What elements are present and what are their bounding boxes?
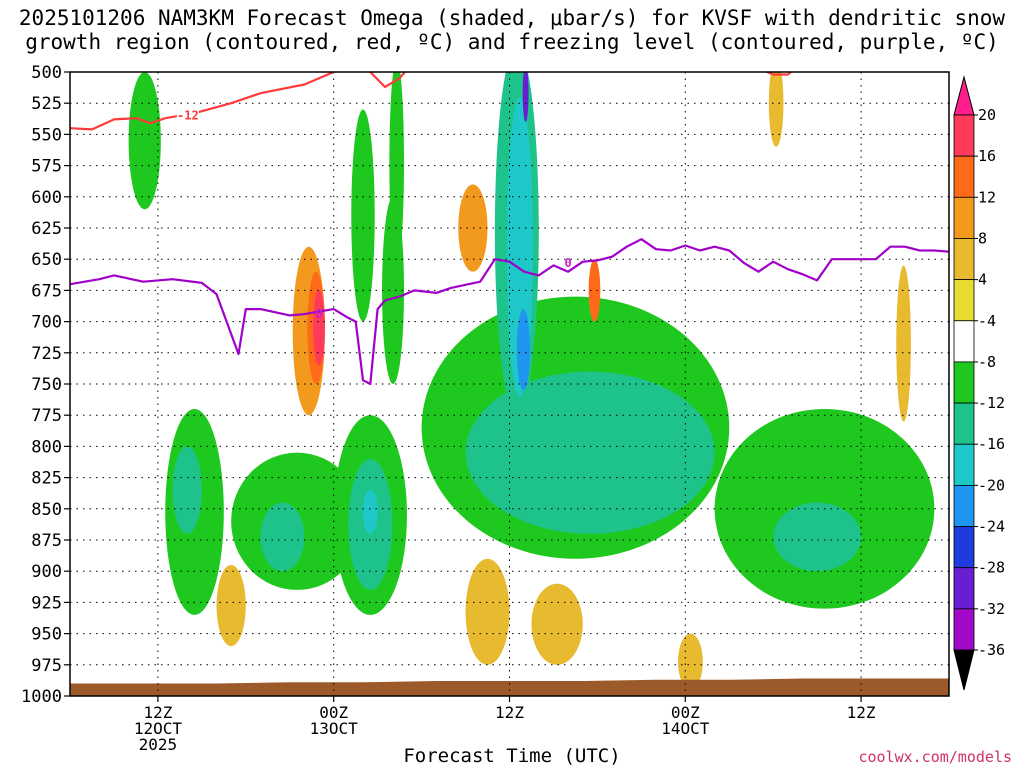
x-tick-label: 14OCT [661,719,710,738]
colorbar-label: -16 [978,435,1005,453]
colorbar-label: -12 [978,394,1005,412]
y-tick-label: 975 [31,656,62,676]
gridlines [70,72,949,696]
omega-region [363,490,378,534]
x-axis-label: Forecast Time (UTC) [403,745,621,767]
colorbar-label: 4 [978,271,987,289]
omega-region [260,502,305,572]
colorbar-label: -32 [978,600,1005,618]
omega-region [531,583,583,665]
colorbar-label: 20 [978,106,996,124]
y-tick-label: 950 [31,625,62,645]
x-tick-label: 12Z [143,703,172,722]
y-tick-label: 650 [31,250,62,270]
y-tick-label: 850 [31,500,62,520]
colorbar-swatch [953,567,975,610]
y-tick-label: 875 [31,531,62,551]
x-tick-label: 00Z [671,703,700,722]
colorbar-swatch [953,443,975,486]
dgz-contour-label: -12 [177,109,199,123]
colorbar-swatch [953,238,975,281]
omega-region [351,109,375,322]
freezing-level-label: 0 [564,256,571,270]
omega-region [588,259,601,322]
colorbar-top-arrow [953,75,975,116]
title-line-1: 2025101206 NAM3KM Forecast Omega (shaded… [18,6,1006,30]
title-line-2: growth region (contoured, red, ºC) and f… [25,30,999,54]
y-tick-label: 750 [31,375,62,395]
omega-region [768,72,784,147]
x-tick-label: 2025 [139,735,178,754]
colorbar-label: -36 [978,641,1005,659]
colorbar-swatch [953,320,975,363]
y-tick-label: 900 [31,562,62,582]
y-tick-label: 575 [31,157,62,177]
x-tick-label: 00Z [319,703,348,722]
dgz-contour-line [70,72,407,131]
chart-title: 2025101206 NAM3KM Forecast Omega (shaded… [0,6,1024,54]
y-tick-label: 675 [31,281,62,301]
colorbar-swatch [953,484,975,527]
omega-region [522,72,529,122]
y-tick-label: 800 [31,437,62,457]
y-tick-label: 725 [31,344,62,364]
y-tick-label: 625 [31,219,62,239]
x-tick-label: 12Z [847,703,876,722]
y-tick-label: 550 [31,125,62,145]
colorbar-bottom-arrow [953,649,975,691]
colorbar-label: -28 [978,559,1005,577]
colorbar-label: -20 [978,476,1005,494]
colorbar-label: 16 [978,147,996,165]
omega-region [172,446,202,534]
ground-surface [70,678,949,696]
credit-link[interactable]: coolwx.com/models [858,748,1012,766]
omega-shading [128,72,935,690]
y-tick-label: 1000 [21,687,62,707]
omega-region [465,371,715,534]
colorbar-swatch [953,526,975,569]
colorbar-swatch [953,361,975,404]
colorbar-label: -24 [978,518,1005,536]
colorbar-swatch [953,402,975,445]
dgz-label-bg [176,107,199,122]
colorbar-label: -4 [978,312,996,330]
omega-region [458,184,488,272]
colorbar-label: -8 [978,353,996,371]
colorbar: 20 16 12 8 4 -4 -8 -12 -16 -20 -24 -28 -32 -36 [953,75,1005,691]
terrain-surface [70,678,949,696]
omega-region [216,564,246,647]
omega-region [516,309,531,391]
dgz-contour-line [764,72,793,76]
y-axis-ticks: 500 525 550 575 600 625 650 675 700 725 750 775 800 8… [21,63,70,707]
y-tick-label: 525 [31,94,62,114]
omega-region [677,633,703,690]
contour-lines: -12 0 0 [70,72,949,386]
x-tick-label: 13OCT [310,719,359,738]
omega-region [773,502,862,572]
y-tick-label: 600 [31,188,62,208]
colorbar-swatch [953,114,975,157]
colorbar-swatch [953,279,975,322]
freezing-level-line [70,238,949,386]
omega-region [128,72,161,210]
omega-region [896,265,911,422]
y-tick-label: 825 [31,469,62,489]
y-tick-label: 925 [31,593,62,613]
omega-region [317,309,324,347]
omega-region [389,72,405,266]
y-tick-label: 500 [31,63,62,83]
x-tick-label: 12Z [495,703,524,722]
colorbar-swatch [953,155,975,198]
colorbar-label: 12 [978,188,996,206]
colorbar-label: 8 [978,229,987,247]
x-tick-label: 12OCT [134,719,183,738]
y-tick-label: 700 [31,313,62,333]
colorbar-swatch [953,608,975,651]
freezing-level-label: 0 [315,307,322,321]
y-tick-label: 775 [31,406,62,426]
colorbar-swatch [953,196,975,239]
omega-region [465,558,510,665]
